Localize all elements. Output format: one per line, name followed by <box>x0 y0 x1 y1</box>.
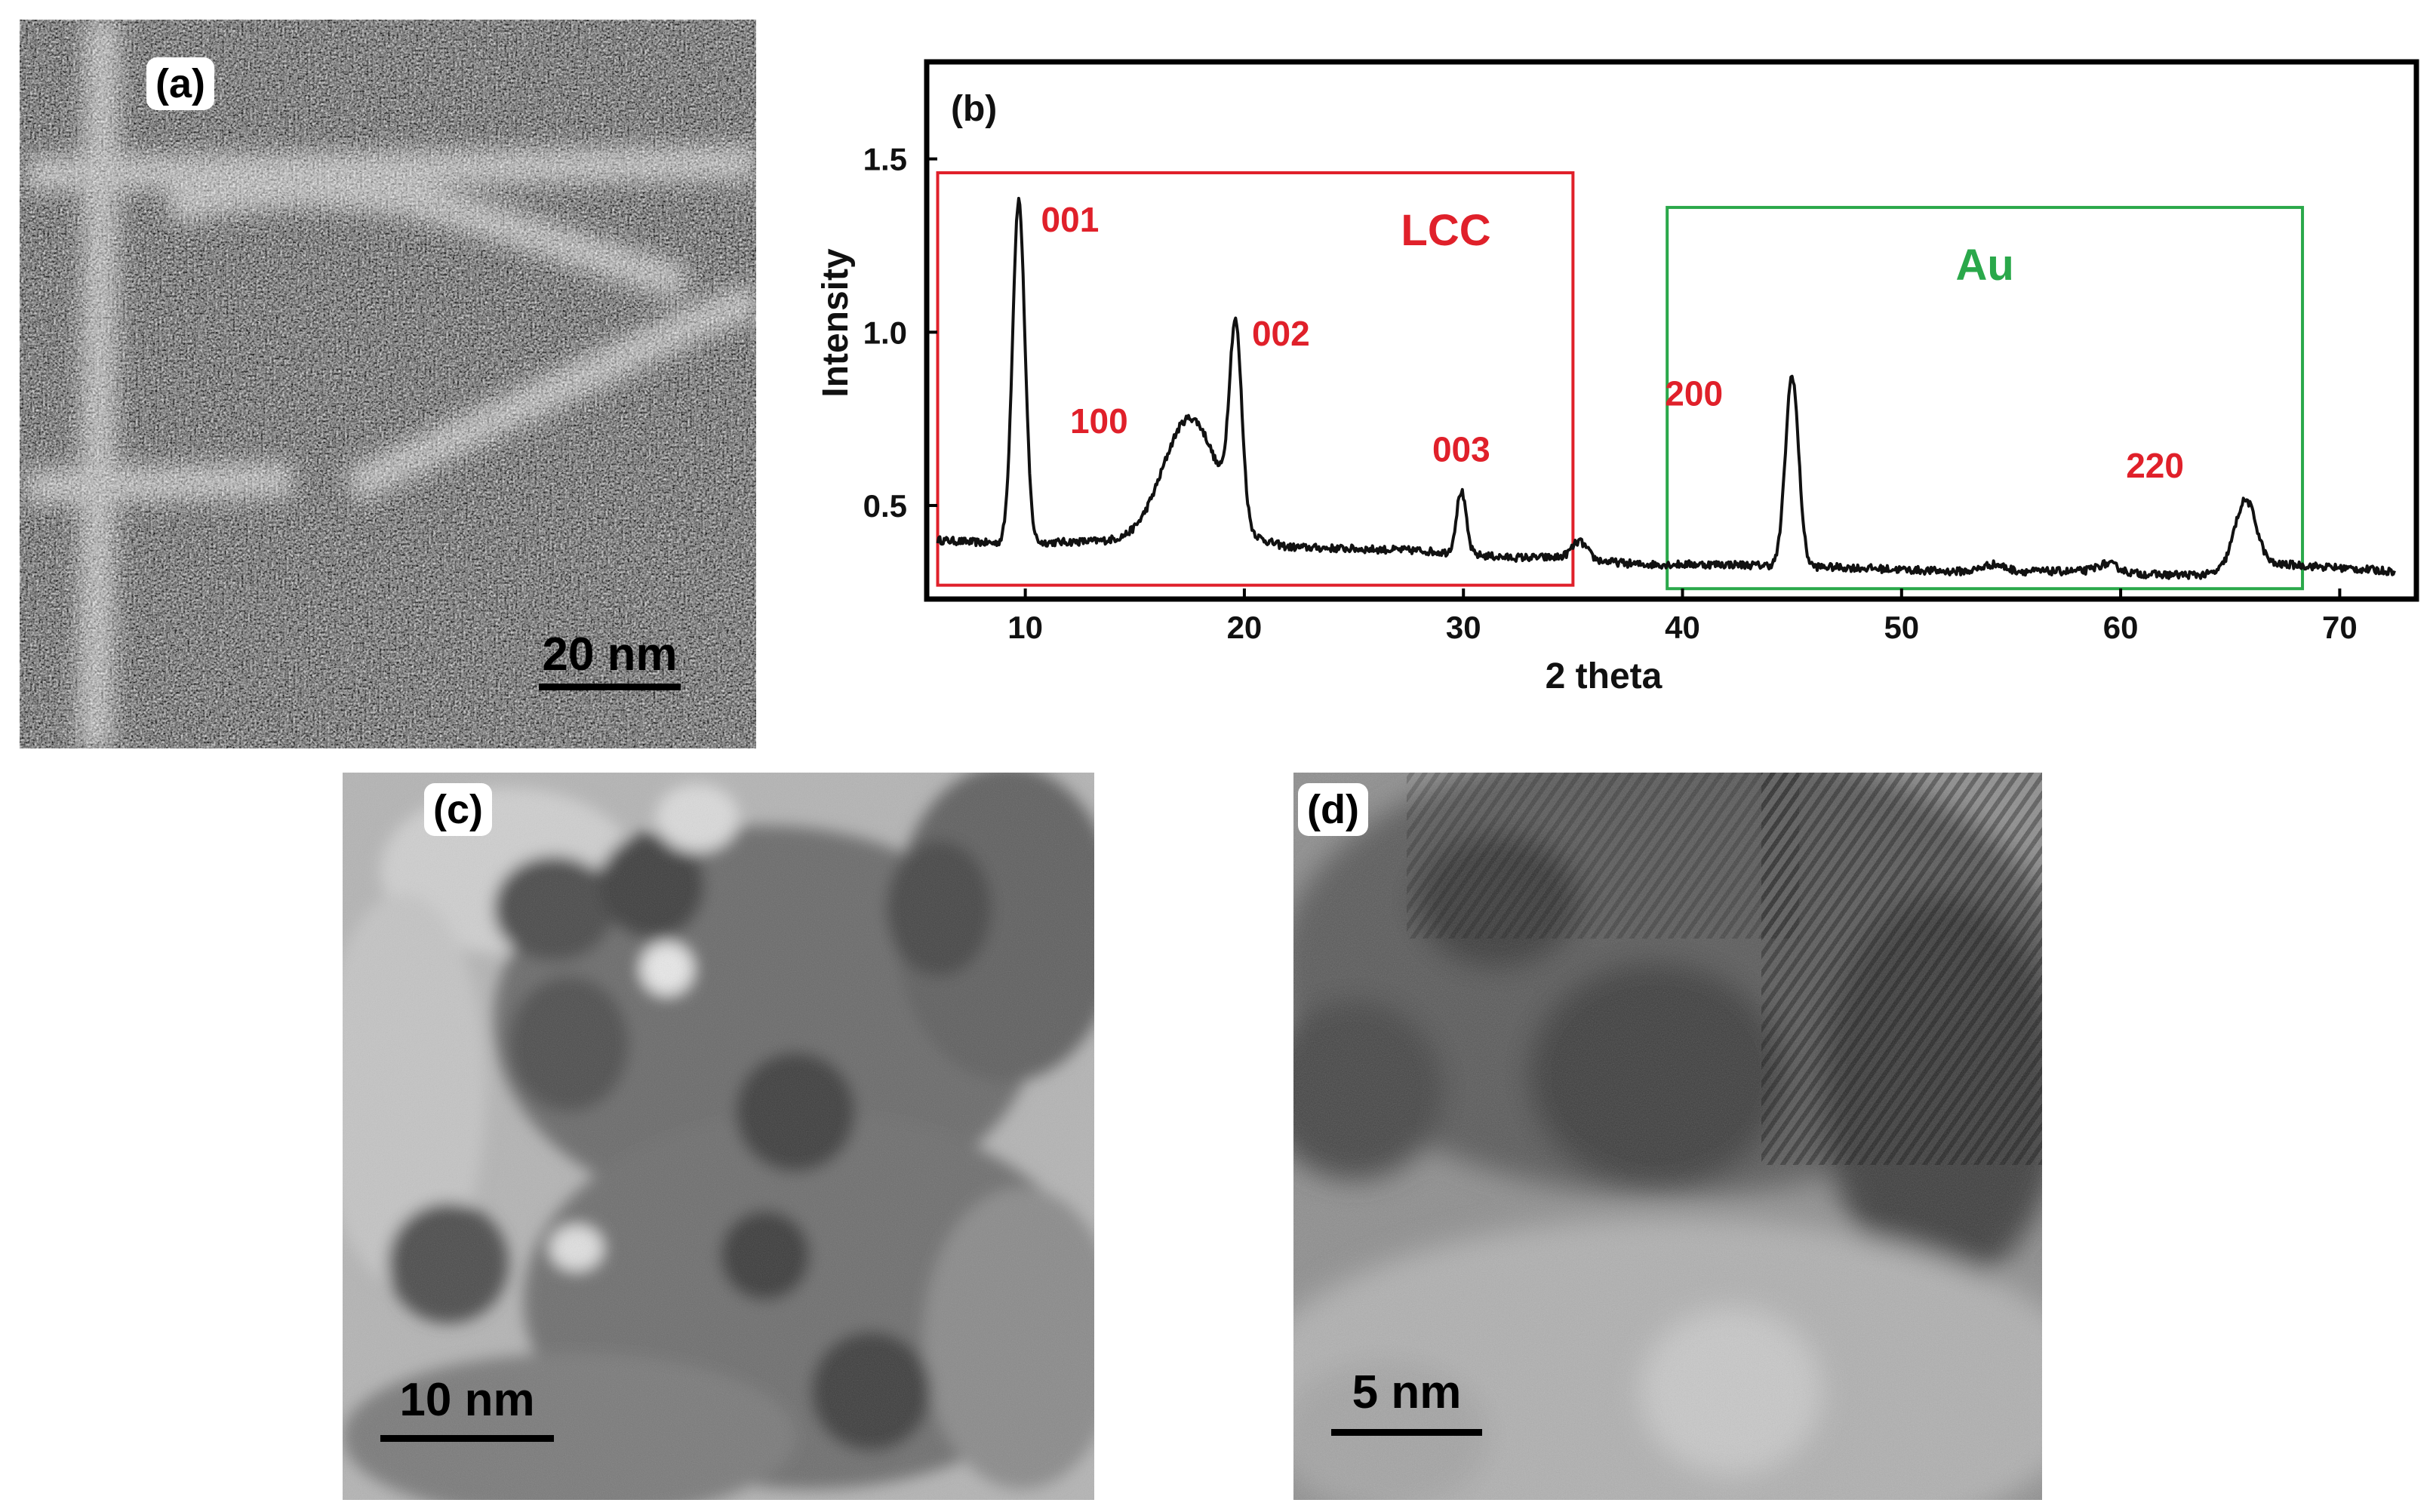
panel-a-scale-text: 20 nm <box>542 628 678 681</box>
panel-d-scale-line <box>1331 1429 1482 1436</box>
panel-a-label: (a) <box>146 57 214 110</box>
panel-c-label: (c) <box>424 783 492 836</box>
x-tick-label-20: 20 <box>1227 610 1263 645</box>
peak-label-100: 100 <box>1070 401 1128 441</box>
x-axis-title: 2 theta <box>1546 656 1662 696</box>
x-tick-label-30: 30 <box>1446 610 1481 645</box>
x-tick-label-40: 40 <box>1665 610 1700 645</box>
y-tick-label-2: 1.5 <box>863 142 907 177</box>
x-tick-label-60: 60 <box>2103 610 2139 645</box>
panel-a-scale-bar: 20 nm <box>539 631 681 706</box>
panel-d-scale-bar: 5 nm <box>1331 1369 1482 1444</box>
peak-label-001: 001 <box>1041 200 1100 239</box>
region-box-lcc <box>936 171 1575 587</box>
panel-b-label: (b) <box>951 89 997 129</box>
panel-c-image: (c) 10 nm <box>343 773 1094 1500</box>
panel-d-image: (d) 5 nm <box>1293 773 2042 1500</box>
stm-texture <box>20 20 756 748</box>
panel-d-scale-text: 5 nm <box>1352 1366 1462 1418</box>
xrd-curve <box>936 196 2396 580</box>
x-tick-label-70: 70 <box>2322 610 2358 645</box>
peak-label-002: 002 <box>1252 314 1310 353</box>
panel-a-scale-line <box>539 684 681 690</box>
peak-label-200: 200 <box>1665 374 1723 413</box>
region-label-lcc: LCC <box>1401 206 1490 255</box>
xrd-chart-svg: (b) 10 20 30 40 50 60 70 0.5 1.0 1.5 2 theta Intensi… <box>816 59 2419 696</box>
y-tick-label-1: 1.0 <box>863 315 907 350</box>
panel-b-chart: (b) 10 20 30 40 50 60 70 0.5 1.0 1.5 2 theta Intensi… <box>762 30 2433 754</box>
y-axis-title: Intensity <box>816 248 856 398</box>
panel-c-scale-line <box>380 1435 554 1442</box>
peak-label-003: 003 <box>1432 429 1490 469</box>
plot-frame <box>924 59 2419 602</box>
panel-d-label: (d) <box>1298 783 1368 836</box>
panel-a-image: (a) 20 nm <box>20 20 756 748</box>
region-label-au: Au <box>1955 241 2013 290</box>
panel-c-scale-text: 10 nm <box>399 1374 535 1426</box>
region-box-au <box>1666 205 2305 591</box>
x-tick-label-50: 50 <box>1884 610 1919 645</box>
x-tick-label-10: 10 <box>1007 610 1043 645</box>
tem-texture <box>343 773 1094 1500</box>
y-tick-label-0: 0.5 <box>863 488 907 524</box>
panel-c-scale-bar: 10 nm <box>380 1376 554 1452</box>
peak-label-220: 220 <box>2126 446 2184 485</box>
